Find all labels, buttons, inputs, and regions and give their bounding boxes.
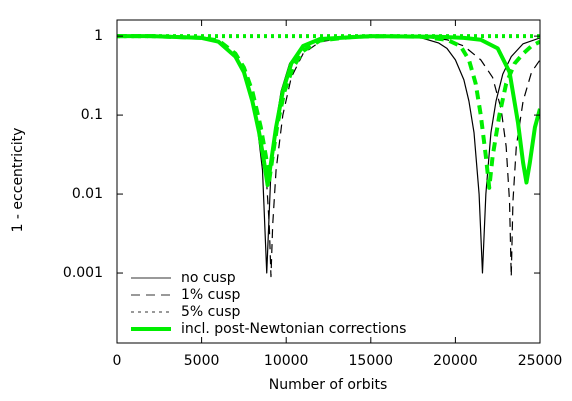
y-tick-label: 0.001 bbox=[63, 265, 103, 281]
plot-area bbox=[117, 34, 540, 278]
legend-label: 1% cusp bbox=[181, 287, 241, 303]
x-tick-label: 25000 bbox=[518, 353, 563, 369]
legend-label: incl. post-Newtonian corrections bbox=[181, 321, 406, 337]
x-tick-label: 10000 bbox=[264, 353, 309, 369]
series-line bbox=[117, 34, 540, 188]
y-tick-label: 0.01 bbox=[72, 186, 103, 202]
legend-label: no cusp bbox=[181, 270, 236, 286]
x-tick-label: 20000 bbox=[433, 353, 478, 369]
x-tick-label: 0 bbox=[113, 353, 122, 369]
y-tick-label: 1 bbox=[94, 28, 103, 44]
series-line bbox=[117, 34, 540, 190]
series-line bbox=[117, 35, 540, 274]
plot-frame bbox=[116, 19, 541, 344]
y-tick-label: 0.1 bbox=[81, 107, 103, 123]
x-axis-label: Number of orbits bbox=[269, 377, 388, 393]
series-line bbox=[117, 35, 540, 278]
legend-label: 5% cusp bbox=[181, 304, 241, 320]
x-tick-label: 5000 bbox=[184, 353, 220, 369]
y-axis-label: 1 - eccentricity bbox=[10, 128, 26, 233]
x-tick-label: 15000 bbox=[349, 353, 394, 369]
